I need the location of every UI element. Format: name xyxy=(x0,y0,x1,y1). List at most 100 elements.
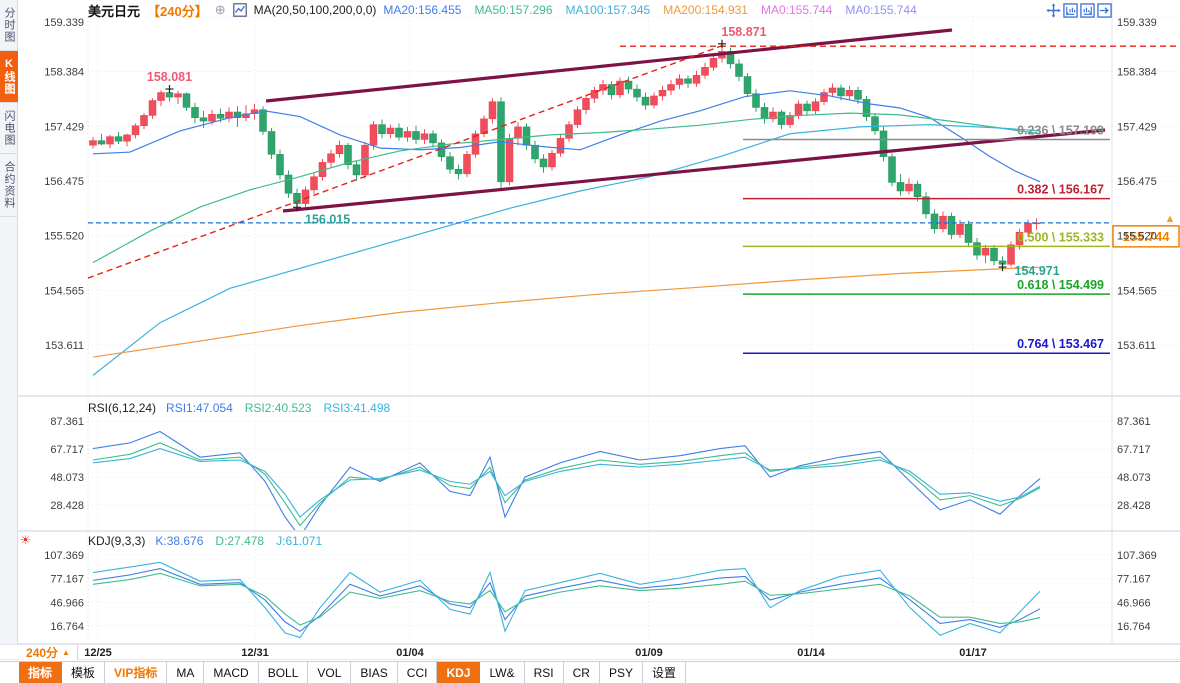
candle-body xyxy=(862,99,871,117)
tab-VOL[interactable]: VOL xyxy=(308,662,352,683)
link-icon[interactable]: ⊕ xyxy=(214,2,226,17)
period-text: 240分 xyxy=(26,646,59,660)
ma-chart-icon xyxy=(232,3,247,17)
date-label: 12/31 xyxy=(241,647,269,659)
toolbar-icons xyxy=(1046,3,1112,18)
rsi-title[interactable]: RSI(6,12,24) xyxy=(88,401,157,415)
ma-value-label: MA0:155.744 xyxy=(760,3,833,17)
tab-VIP指标[interactable]: VIP指标 xyxy=(105,662,168,683)
ma-line-MA20 xyxy=(92,90,1041,183)
fib-label-0.618: 0.618 \ 154.499 xyxy=(1017,278,1104,292)
candle-body xyxy=(403,131,412,138)
sidebar-item-分时图[interactable]: 分时图 xyxy=(0,0,18,51)
candle-body xyxy=(964,223,973,243)
rsi-axis-label-right: 87.361 xyxy=(1117,416,1151,428)
candle-body xyxy=(276,154,284,176)
candle-body xyxy=(157,92,165,101)
chart-canvas: 0.236 \ 157.199 0.382 \ 156.167 0.500 \ 15… xyxy=(0,0,1180,660)
indicator-value-label: J:61.071 xyxy=(276,534,323,548)
period-box[interactable]: 240分 ▲ xyxy=(19,645,78,660)
candle-body xyxy=(896,182,905,192)
date-label: 12/25 xyxy=(84,647,112,659)
candle-body xyxy=(463,154,471,175)
candle-body xyxy=(735,63,743,77)
price-axis-label-left: 156.475 xyxy=(44,176,84,188)
candle-body xyxy=(165,92,174,98)
candle-body xyxy=(956,223,964,235)
tab-RSI[interactable]: RSI xyxy=(525,662,564,683)
period-label[interactable]: 【240分】 xyxy=(147,3,208,19)
tab-MA[interactable]: MA xyxy=(167,662,205,683)
candle-body xyxy=(97,140,106,145)
candle-body xyxy=(106,136,114,145)
ma-line-MA50 xyxy=(92,112,1041,264)
tab-BIAS[interactable]: BIAS xyxy=(351,662,398,683)
candle-body xyxy=(786,115,794,125)
candle-body xyxy=(888,156,896,183)
trendline xyxy=(87,44,725,279)
sidebar-item-K线图[interactable]: K线图 xyxy=(0,51,18,103)
tab-KDJ[interactable]: KDJ xyxy=(437,662,481,683)
candle-body xyxy=(930,213,939,230)
kdj-line-J xyxy=(92,561,1041,639)
candle-body xyxy=(726,51,735,65)
candle-body xyxy=(709,57,718,68)
rsi-axis-label-left: 67.717 xyxy=(50,444,84,456)
chart-header: 美元日元 【240分】 ⊕ MA(20,50,100,200,0,0) MA20… xyxy=(88,2,921,19)
price-axis-label-right: 155.520 xyxy=(1117,231,1157,243)
indicator-value-label: D:27.478 xyxy=(215,534,265,548)
pan-right-icon[interactable] xyxy=(1097,3,1112,18)
candle-body xyxy=(811,101,820,112)
candle-body xyxy=(879,130,888,157)
ma-value-label: MA50:157.296 xyxy=(474,3,553,17)
candle-body xyxy=(913,183,922,197)
sidebar-item-合约资料[interactable]: 合约资料 xyxy=(0,154,18,217)
price-axis-label-left: 158.384 xyxy=(44,67,84,79)
candle-body xyxy=(89,140,97,146)
rsi-axis-label-left: 28.428 xyxy=(50,500,84,512)
tab-CCI[interactable]: CCI xyxy=(398,662,438,683)
tab-模板[interactable]: 模板 xyxy=(62,662,106,683)
scale-right-axis-icon[interactable] xyxy=(1080,3,1095,18)
candle-body xyxy=(1007,244,1015,265)
tab-设置[interactable]: 设置 xyxy=(643,662,686,683)
kdj-title[interactable]: KDJ(9,3,3) xyxy=(88,534,146,548)
candle-body xyxy=(395,127,403,138)
kdj-axis-label-left: 16.764 xyxy=(50,621,84,633)
tab-LW&[interactable]: LW& xyxy=(480,662,525,683)
candle-body xyxy=(760,107,769,120)
kdj-axis-label-left: 107.369 xyxy=(44,550,84,562)
indicator-tabbar: 指标 模板 VIP指标 MA MACD BOLL VOL BIAS CCI KDJ LW& RSI CR… xyxy=(0,661,1180,683)
candle-body xyxy=(675,78,684,85)
price-axis-label-right: 156.475 xyxy=(1117,176,1157,188)
candle-body xyxy=(599,84,607,91)
fib-label-0.500: 0.500 \ 155.333 xyxy=(1017,230,1104,244)
tab-PSY[interactable]: PSY xyxy=(600,662,643,683)
tab-CR[interactable]: CR xyxy=(564,662,600,683)
candle-body xyxy=(947,215,956,235)
crosshair-move-icon[interactable] xyxy=(1046,3,1061,18)
tab-指标[interactable]: 指标 xyxy=(19,662,63,683)
tab-BOLL[interactable]: BOLL xyxy=(259,662,309,683)
candle-body xyxy=(505,138,514,183)
candle-body xyxy=(573,109,582,125)
scale-left-axis-icon[interactable] xyxy=(1063,3,1078,18)
candle-body xyxy=(692,75,701,84)
rsi-line-RSI1 xyxy=(92,430,1041,530)
candle-body xyxy=(871,116,879,132)
rsi-values: RSI1:47.054 RSI2:40.523 RSI3:41.498 xyxy=(166,401,390,415)
candle-body xyxy=(905,183,913,192)
candle-body xyxy=(182,93,191,108)
candle-body xyxy=(624,80,633,90)
candle-body xyxy=(267,131,276,155)
indicator-value-label: RSI1:47.054 xyxy=(166,401,233,415)
candle-body xyxy=(131,125,140,136)
candle-body xyxy=(344,144,352,165)
candle-body xyxy=(208,114,216,122)
candle-body xyxy=(310,176,318,191)
price-annotation: 154.971 xyxy=(1015,264,1060,278)
sidebar-item-闪电图[interactable]: 闪电图 xyxy=(0,103,18,154)
price-axis-label-right: 158.384 xyxy=(1117,67,1157,79)
tab-MACD[interactable]: MACD xyxy=(204,662,259,683)
fib-label-0.764: 0.764 \ 153.467 xyxy=(1017,337,1104,351)
